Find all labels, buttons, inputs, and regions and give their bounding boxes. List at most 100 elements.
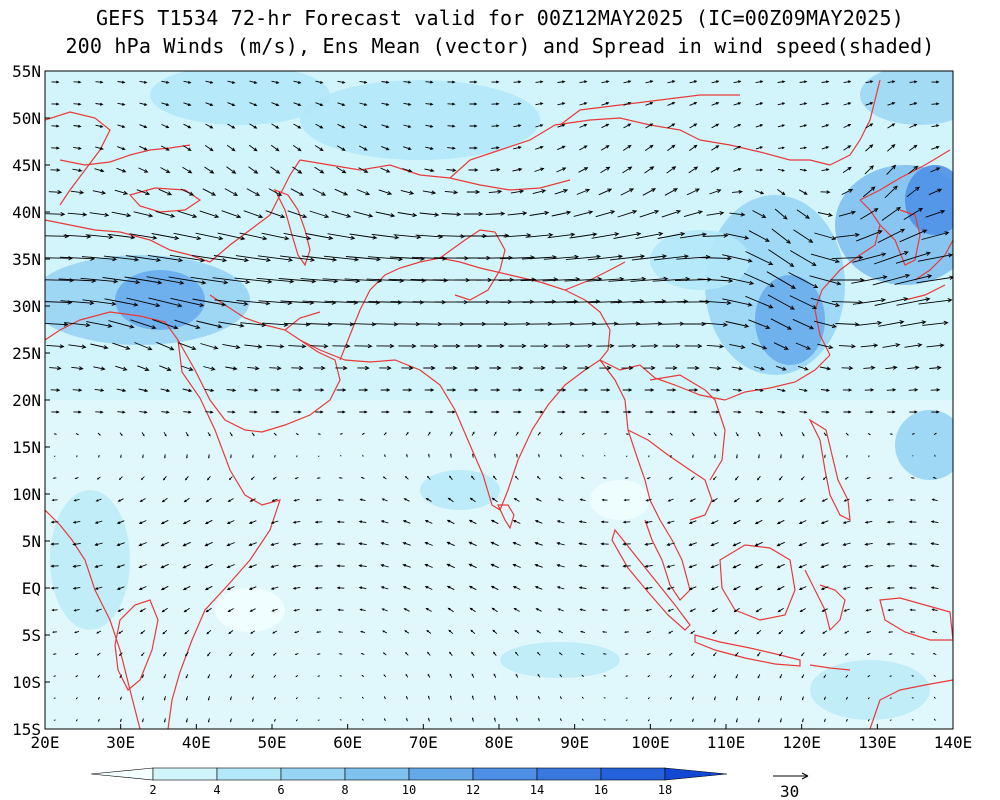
wind-vector bbox=[294, 630, 300, 634]
wind-vector bbox=[401, 365, 414, 371]
wind-vector bbox=[138, 167, 149, 173]
wind-vector bbox=[293, 410, 302, 414]
wind-vector bbox=[865, 80, 874, 84]
wind-vector bbox=[207, 454, 210, 459]
wind-vector bbox=[894, 274, 933, 285]
wind-vector bbox=[74, 476, 79, 480]
wind-vector bbox=[138, 586, 147, 591]
wind-vector bbox=[248, 586, 257, 590]
wind-vector bbox=[557, 410, 566, 414]
wind-vector bbox=[314, 586, 323, 590]
wind-vector bbox=[107, 233, 136, 240]
wind-vector bbox=[51, 410, 60, 414]
wind-vector bbox=[887, 123, 896, 129]
wind-vector bbox=[646, 652, 651, 656]
wind-vector bbox=[183, 497, 190, 503]
colorbar-tick-label: 12 bbox=[466, 783, 480, 797]
lon-label: 110E bbox=[707, 733, 746, 752]
wind-vector bbox=[294, 652, 299, 656]
wind-vector bbox=[579, 102, 588, 106]
wind-vector bbox=[402, 563, 411, 568]
wind-vector bbox=[926, 343, 945, 348]
wind-vector bbox=[404, 630, 410, 634]
wind-vector bbox=[243, 210, 264, 219]
lat-label: 25N bbox=[12, 344, 41, 363]
colorbar-bin bbox=[216, 767, 282, 781]
wind-vector bbox=[195, 232, 224, 241]
wind-vector bbox=[185, 718, 188, 723]
wind-vector bbox=[609, 254, 646, 261]
wind-vector bbox=[116, 388, 127, 393]
wind-vector bbox=[183, 80, 192, 84]
wind-vector bbox=[140, 476, 145, 481]
wind-vector bbox=[498, 277, 537, 282]
wind-vector bbox=[200, 343, 219, 350]
wind-vector bbox=[809, 275, 842, 286]
wind-vector bbox=[384, 718, 386, 722]
wind-vector bbox=[405, 673, 409, 678]
wind-vector bbox=[743, 272, 775, 288]
wind-vector bbox=[654, 299, 689, 304]
wind-vector bbox=[578, 520, 587, 524]
wind-vector bbox=[133, 211, 154, 218]
wind-vector bbox=[381, 102, 390, 106]
wind-vector bbox=[646, 630, 652, 634]
wind-vector bbox=[470, 475, 475, 480]
wind-vector bbox=[309, 210, 330, 218]
wind-vector bbox=[50, 168, 61, 172]
wind-vector bbox=[337, 608, 344, 612]
wind-vector bbox=[491, 80, 500, 84]
wind-vector bbox=[831, 255, 864, 260]
wind-vector bbox=[602, 630, 607, 633]
wind-vector bbox=[852, 252, 887, 263]
wind-vector bbox=[278, 278, 317, 284]
wind-vector bbox=[185, 696, 188, 701]
wind-vector bbox=[823, 674, 827, 679]
wind-vector bbox=[733, 102, 742, 106]
wind-vector bbox=[251, 432, 255, 437]
wind-vector bbox=[515, 431, 519, 436]
wind-vector bbox=[856, 230, 883, 242]
wind-vector bbox=[358, 520, 367, 524]
wind-vector bbox=[249, 102, 258, 107]
wind-vector bbox=[667, 101, 676, 106]
wind-vector bbox=[918, 298, 953, 305]
wind-vector bbox=[934, 454, 936, 457]
wind-vector bbox=[581, 696, 584, 699]
wind-vector bbox=[800, 652, 805, 657]
wind-vector bbox=[156, 341, 175, 351]
wind-vector bbox=[161, 497, 168, 503]
wind-vector bbox=[537, 695, 540, 700]
wind-vector bbox=[383, 432, 387, 436]
wind-vector bbox=[119, 674, 123, 679]
wind-vector bbox=[532, 189, 547, 195]
wind-vector bbox=[823, 696, 826, 701]
wind-vector bbox=[273, 432, 277, 436]
wind-vector bbox=[74, 652, 79, 656]
spread-shading bbox=[45, 71, 953, 729]
wind-vector bbox=[933, 432, 937, 435]
wind-vector bbox=[75, 433, 79, 436]
wind-vector bbox=[227, 410, 236, 414]
wind-vector bbox=[557, 608, 564, 612]
wind-vector bbox=[381, 608, 388, 612]
wind-vector bbox=[72, 168, 83, 173]
wind-vector bbox=[359, 80, 368, 84]
wind-vector bbox=[139, 80, 148, 84]
wind-vector bbox=[645, 608, 652, 612]
wind-vector bbox=[851, 275, 888, 284]
wind-vector bbox=[76, 455, 78, 458]
wind-vector bbox=[842, 564, 851, 568]
wind-vector bbox=[120, 718, 122, 723]
wind-vector bbox=[447, 607, 454, 613]
wind-vector bbox=[820, 542, 829, 547]
lat-label: 35N bbox=[12, 250, 41, 269]
wind-vector bbox=[711, 102, 720, 106]
wind-vector bbox=[403, 608, 410, 612]
wind-vector bbox=[534, 563, 543, 568]
wind-vector bbox=[688, 388, 699, 392]
wind-vector bbox=[631, 254, 668, 261]
wind-vector bbox=[249, 410, 258, 414]
wind-vector bbox=[888, 631, 893, 634]
wind-vector bbox=[45, 212, 66, 217]
